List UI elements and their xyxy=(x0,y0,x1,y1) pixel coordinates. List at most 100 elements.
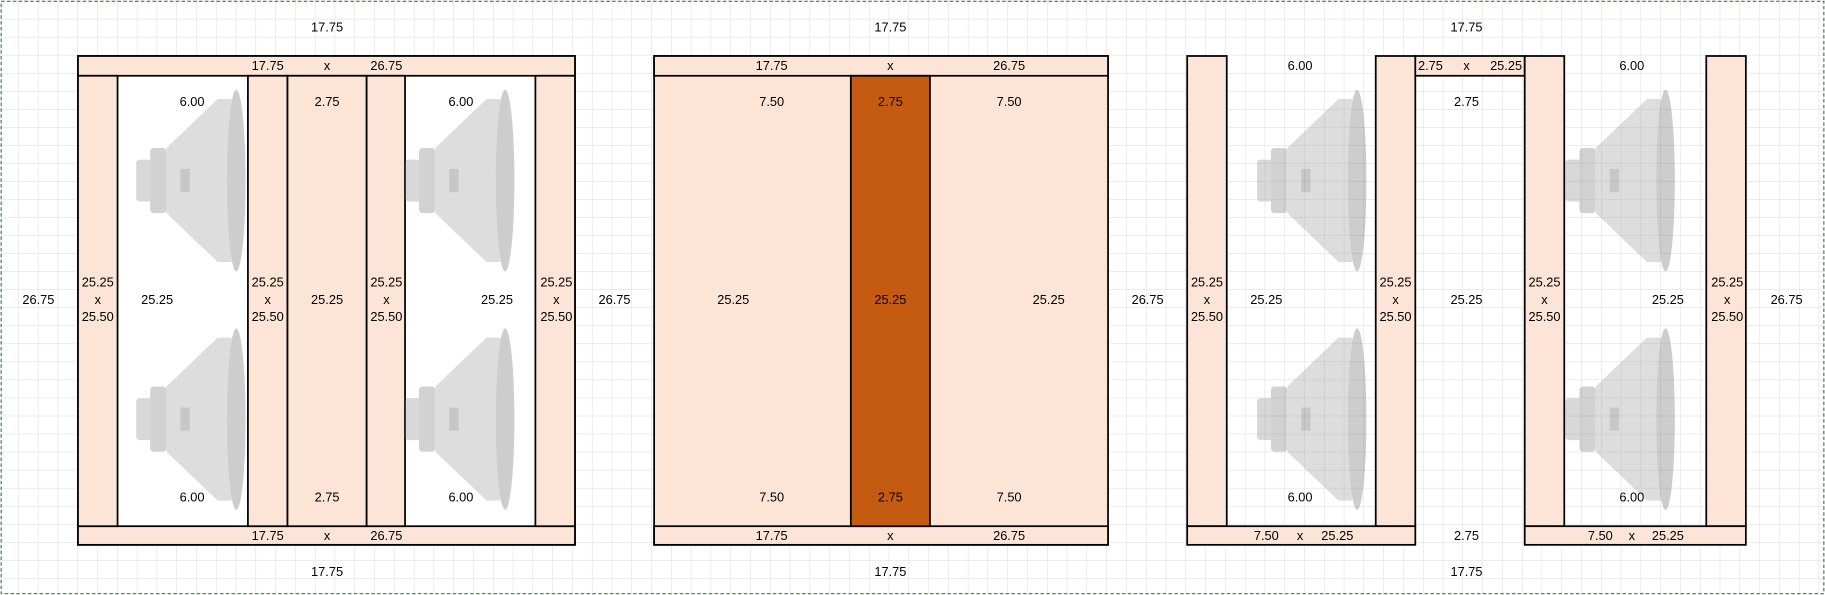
post xyxy=(365,74,406,528)
dimension-label: 25.25 xyxy=(717,292,749,307)
dimension-label: 2.75 xyxy=(878,490,903,505)
post xyxy=(534,74,576,528)
dimension-label: 25.25 xyxy=(311,292,343,307)
post xyxy=(1374,55,1417,528)
dimension-label: x xyxy=(1541,292,1548,307)
dimension-label: 25.25 xyxy=(1451,292,1483,307)
dimension-label: 17.75 xyxy=(311,19,343,34)
dimension-label: 6.00 xyxy=(1288,58,1313,73)
dimension-label: 25.25 xyxy=(82,274,114,289)
dimension-label: 25.25 xyxy=(370,274,402,289)
dimension-label: 7.50 xyxy=(759,94,784,109)
dimension-label: x xyxy=(264,292,271,307)
dimension-label: 25.25 xyxy=(1380,274,1412,289)
bottom-panel xyxy=(653,525,1109,546)
bottom-panel xyxy=(1523,525,1747,546)
dimension-label: 2.75 xyxy=(878,94,903,109)
dimension-label: 26.75 xyxy=(22,292,54,307)
dimension-label: 25.25 xyxy=(1490,58,1522,73)
dimension-label: 26.75 xyxy=(1771,292,1803,307)
dimension-label: 25.25 xyxy=(1652,292,1684,307)
post xyxy=(1186,55,1228,528)
post xyxy=(77,74,119,528)
port xyxy=(849,74,931,528)
dimension-label: 7.50 xyxy=(997,94,1022,109)
dimension-label: 6.00 xyxy=(448,94,473,109)
dimension-label: 26.75 xyxy=(370,528,402,543)
dimension-label: 25.50 xyxy=(370,309,402,324)
dimension-label: x xyxy=(324,58,331,73)
dimension-label: 25.50 xyxy=(1380,309,1412,324)
dimension-label: x xyxy=(1392,292,1399,307)
dimension-label: x xyxy=(1463,58,1470,73)
dimension-label: 6.00 xyxy=(1619,490,1644,505)
dimension-label: 17.75 xyxy=(756,58,788,73)
post xyxy=(1523,55,1566,528)
dimension-label: 26.75 xyxy=(370,58,402,73)
top-panel xyxy=(653,55,1109,77)
dimension-label: 2.75 xyxy=(1454,528,1479,543)
dimension-label: 6.00 xyxy=(180,94,205,109)
dimension-label: 7.50 xyxy=(1254,528,1279,543)
dimension-label: 26.75 xyxy=(1132,292,1164,307)
dimension-label: 26.75 xyxy=(993,528,1025,543)
dimension-label: 25.25 xyxy=(1191,274,1223,289)
dimension-label: 25.25 xyxy=(1250,292,1282,307)
dimension-label: 25.25 xyxy=(481,292,513,307)
dimension-label: 17.75 xyxy=(1451,19,1483,34)
dimension-label: x xyxy=(1629,528,1636,543)
dimension-label: x xyxy=(1724,292,1731,307)
post xyxy=(1705,55,1747,528)
dimension-label: 17.75 xyxy=(311,564,343,579)
dimension-label: 6.00 xyxy=(180,490,205,505)
dimension-label: 17.75 xyxy=(874,564,906,579)
dimension-label: x xyxy=(887,58,894,73)
dimension-label: 7.50 xyxy=(759,490,784,505)
dimension-label: 6.00 xyxy=(448,490,473,505)
dimension-label: 25.25 xyxy=(252,274,284,289)
dimension-label: 7.50 xyxy=(1588,528,1613,543)
dimension-label: x xyxy=(1297,528,1304,543)
dimension-label: 25.50 xyxy=(1711,309,1743,324)
dimension-label: 2.75 xyxy=(315,94,340,109)
dimension-label: 25.50 xyxy=(252,309,284,324)
dimension-label: 25.25 xyxy=(1528,274,1560,289)
port xyxy=(286,74,368,528)
dimension-label: 17.75 xyxy=(756,528,788,543)
dimension-label: 25.50 xyxy=(540,309,572,324)
dimension-label: 26.75 xyxy=(599,292,631,307)
labels: 17.75 17.75 x 26.75 26.75 25.25 x 25.50 6.00 25.2… xyxy=(22,19,1802,579)
dimension-label: 25.50 xyxy=(82,309,114,324)
dimension-label: 6.00 xyxy=(1619,58,1644,73)
diagram-a xyxy=(77,55,576,546)
bottom-panel xyxy=(1186,525,1417,546)
dimension-label: 25.25 xyxy=(540,274,572,289)
dimension-label: 25.50 xyxy=(1528,309,1560,324)
dimension-label: 17.75 xyxy=(874,19,906,34)
dimension-label: x xyxy=(553,292,560,307)
dimension-label: 17.75 xyxy=(252,528,284,543)
dimension-label: x xyxy=(95,292,102,307)
diagram-c xyxy=(1186,55,1747,546)
dimension-label: x xyxy=(324,528,331,543)
dimension-label: x xyxy=(383,292,390,307)
dimension-label: 17.75 xyxy=(1451,564,1483,579)
dimension-label: 7.50 xyxy=(997,490,1022,505)
post xyxy=(247,74,289,528)
dimension-label: 2.75 xyxy=(1454,94,1479,109)
dimension-label: 25.25 xyxy=(1652,528,1684,543)
dimension-label: 26.75 xyxy=(993,58,1025,73)
dimension-label: 25.25 xyxy=(1711,274,1743,289)
dimension-label: 25.25 xyxy=(141,292,173,307)
dimension-label: 25.25 xyxy=(874,292,906,307)
dimension-label: 17.75 xyxy=(252,58,284,73)
dimension-label: 2.75 xyxy=(1418,58,1443,73)
diagram-b xyxy=(653,55,1109,546)
dimension-label: 25.25 xyxy=(1033,292,1065,307)
dimension-label: x xyxy=(1204,292,1211,307)
dimension-label: 2.75 xyxy=(315,490,340,505)
dimension-label: 25.50 xyxy=(1191,309,1223,324)
